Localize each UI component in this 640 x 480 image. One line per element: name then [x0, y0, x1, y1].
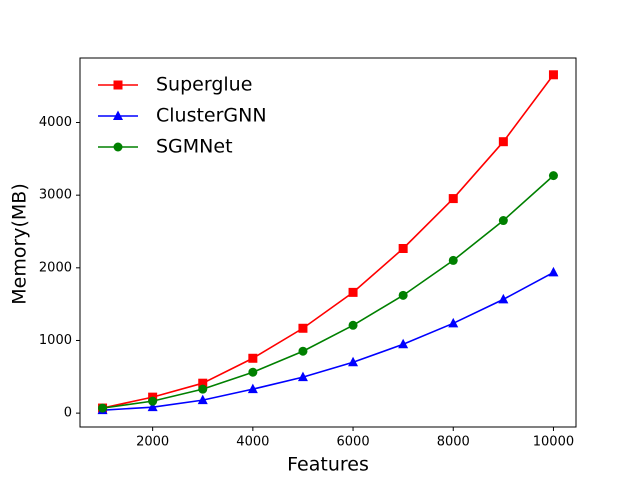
- marker: [398, 243, 408, 253]
- marker: [248, 367, 258, 377]
- y-tick-label: 3000: [39, 188, 72, 203]
- x-axis-label: Features: [287, 454, 369, 476]
- plot-frame: [79, 57, 577, 428]
- marker: [398, 338, 409, 349]
- x-tick-label: 8000: [437, 435, 470, 450]
- x-tick-label: 4000: [236, 435, 269, 450]
- y-tick-label: 4000: [39, 115, 72, 130]
- marker: [448, 317, 459, 328]
- y-tick-label: 2000: [39, 260, 72, 275]
- legend-label: Superglue: [156, 74, 252, 96]
- marker: [198, 384, 208, 394]
- marker: [98, 403, 108, 413]
- marker: [448, 255, 458, 265]
- x-tick-label: 6000: [337, 435, 370, 450]
- marker: [348, 320, 358, 330]
- marker: [197, 394, 208, 405]
- marker: [548, 171, 558, 181]
- marker: [348, 356, 359, 367]
- marker: [113, 80, 123, 90]
- marker: [297, 371, 308, 382]
- marker: [247, 383, 258, 394]
- marker: [113, 142, 123, 152]
- marker: [298, 346, 308, 356]
- marker: [398, 290, 408, 300]
- marker: [148, 396, 158, 406]
- legend-label: SGMNet: [156, 136, 233, 158]
- series-line: [102, 74, 555, 409]
- marker: [498, 137, 508, 147]
- marker: [348, 287, 358, 297]
- marker: [198, 378, 208, 388]
- marker: [548, 70, 558, 80]
- series-line: [102, 271, 554, 411]
- marker: [448, 194, 458, 204]
- y-axis-label: Memory(MB): [9, 183, 31, 305]
- x-tick-label: 10000: [533, 435, 574, 450]
- marker: [248, 353, 258, 363]
- marker: [147, 401, 158, 412]
- marker: [548, 266, 559, 277]
- series-line: [102, 175, 554, 409]
- marker: [498, 216, 508, 226]
- marker: [298, 323, 308, 333]
- y-tick-label: 1000: [39, 333, 72, 348]
- y-tick-label: 0: [64, 406, 72, 421]
- x-tick-label: 2000: [136, 435, 169, 450]
- marker: [113, 110, 123, 120]
- marker: [498, 293, 509, 304]
- legend-label: ClusterGNN: [156, 105, 267, 127]
